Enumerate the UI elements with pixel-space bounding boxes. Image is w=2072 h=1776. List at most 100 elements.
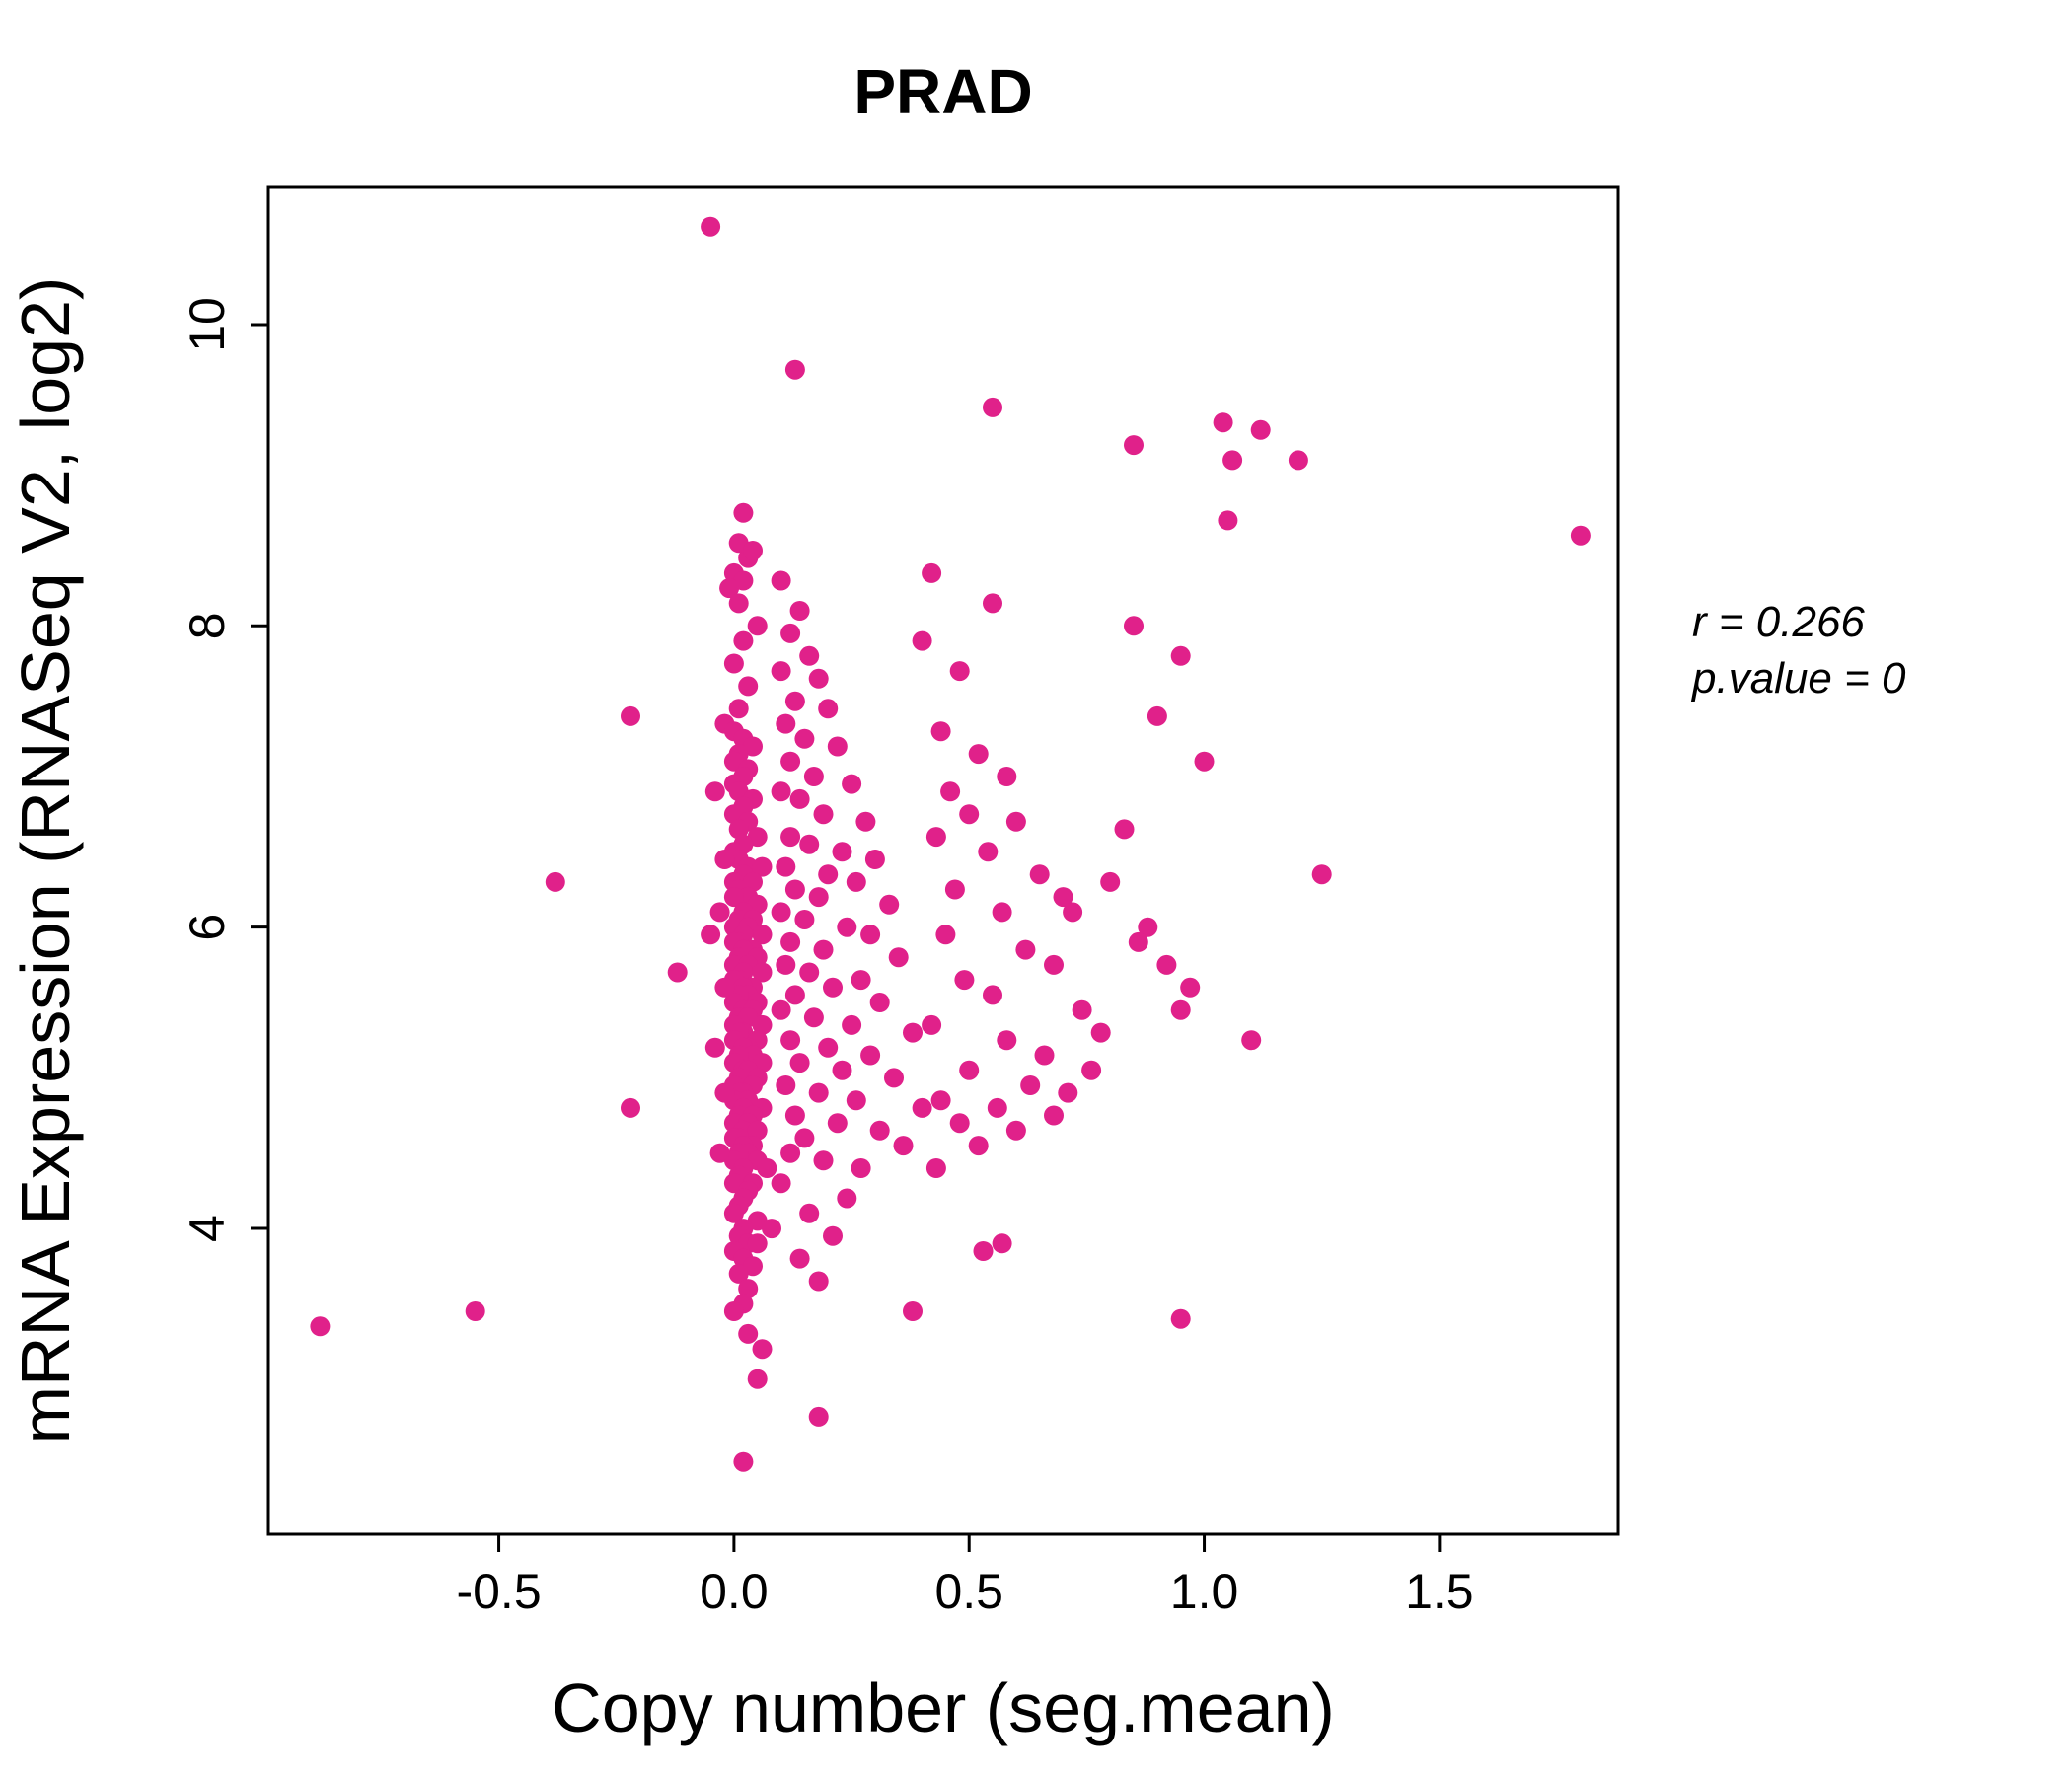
data-point <box>714 977 735 998</box>
data-point <box>789 601 810 621</box>
data-point <box>719 578 740 599</box>
data-point <box>851 970 871 991</box>
y-tick-label: 8 <box>180 612 235 639</box>
data-point <box>832 842 852 862</box>
data-point <box>789 1053 810 1073</box>
data-point <box>837 1188 857 1209</box>
data-point <box>997 767 1017 786</box>
data-point <box>827 736 848 757</box>
y-tick-label: 4 <box>180 1215 235 1242</box>
data-point <box>465 1301 485 1321</box>
data-point <box>771 999 791 1020</box>
data-point <box>733 630 754 651</box>
data-point <box>992 1233 1012 1254</box>
data-point <box>752 1014 773 1035</box>
data-point <box>1053 887 1073 908</box>
data-point <box>978 842 999 862</box>
data-point <box>762 1219 781 1239</box>
data-point <box>799 645 820 666</box>
data-point <box>832 1060 852 1080</box>
data-point <box>997 1030 1017 1051</box>
x-tick-label: 0.0 <box>700 1564 769 1619</box>
data-point <box>1194 751 1215 772</box>
data-point <box>1311 864 1332 885</box>
data-point <box>733 1451 754 1472</box>
annotation-r-value: r = 0.266 <box>1692 598 1865 646</box>
data-point <box>818 1037 839 1058</box>
data-point <box>789 788 810 809</box>
data-point <box>1005 811 1026 832</box>
data-point <box>959 804 980 825</box>
data-point <box>1090 1022 1111 1043</box>
data-point <box>912 630 932 651</box>
data-point <box>808 887 829 908</box>
chart-title: PRAD <box>853 56 1032 127</box>
data-point <box>987 1097 1007 1118</box>
data-point <box>733 502 754 523</box>
data-point <box>752 962 773 983</box>
data-point <box>757 1158 777 1178</box>
data-point <box>1170 1308 1191 1329</box>
data-point <box>1250 419 1271 440</box>
data-point <box>723 1301 744 1321</box>
data-point <box>893 1136 914 1156</box>
data-point <box>903 1301 923 1321</box>
data-point <box>743 541 763 560</box>
data-point <box>935 925 956 945</box>
data-point <box>728 819 749 840</box>
data-point <box>949 661 970 682</box>
data-point <box>1020 1075 1041 1095</box>
data-point <box>776 1075 796 1095</box>
x-axis-ticks: -0.5 0.0 0.5 1.0 1.5 <box>456 1534 1474 1619</box>
data-point <box>780 751 801 772</box>
data-point <box>1147 705 1167 726</box>
data-point <box>723 1203 744 1223</box>
data-point <box>747 1233 768 1254</box>
data-point <box>784 691 805 711</box>
data-point <box>780 1030 801 1051</box>
data-point <box>1124 616 1144 636</box>
data-point <box>1072 999 1092 1020</box>
data-point <box>808 668 829 689</box>
data-point <box>992 902 1012 923</box>
data-point <box>794 1128 815 1148</box>
data-point <box>784 879 805 900</box>
data-point <box>794 910 815 929</box>
data-point <box>771 661 791 682</box>
data-point <box>1138 917 1158 937</box>
data-point <box>803 767 824 786</box>
data-point <box>714 850 735 869</box>
data-point <box>709 902 730 923</box>
data-point <box>789 1248 810 1269</box>
data-point <box>799 1203 820 1223</box>
data-point <box>1288 450 1308 471</box>
data-point <box>752 856 773 877</box>
data-point <box>1218 510 1238 531</box>
data-point <box>851 1158 871 1178</box>
data-point <box>855 811 876 832</box>
y-axis-label: mRNA Expression (RNASeq V2, log2) <box>7 277 84 1444</box>
data-point <box>813 1150 834 1171</box>
data-point <box>1044 954 1064 975</box>
data-point <box>784 985 805 1005</box>
data-point <box>709 1143 730 1163</box>
data-point <box>925 827 946 848</box>
data-point <box>973 1241 994 1261</box>
data-point <box>1213 412 1233 433</box>
data-point <box>803 1007 824 1028</box>
data-point <box>738 1279 759 1299</box>
data-point <box>869 993 890 1012</box>
data-point <box>869 1120 890 1141</box>
data-point <box>799 962 820 983</box>
data-point <box>1222 450 1243 471</box>
data-point <box>959 1060 980 1080</box>
data-point <box>949 1113 970 1134</box>
data-point <box>776 713 796 734</box>
data-point <box>780 623 801 643</box>
data-point <box>771 902 791 923</box>
data-point <box>747 616 768 636</box>
data-point <box>776 954 796 975</box>
data-point <box>1241 1030 1262 1051</box>
data-point <box>884 1068 904 1088</box>
